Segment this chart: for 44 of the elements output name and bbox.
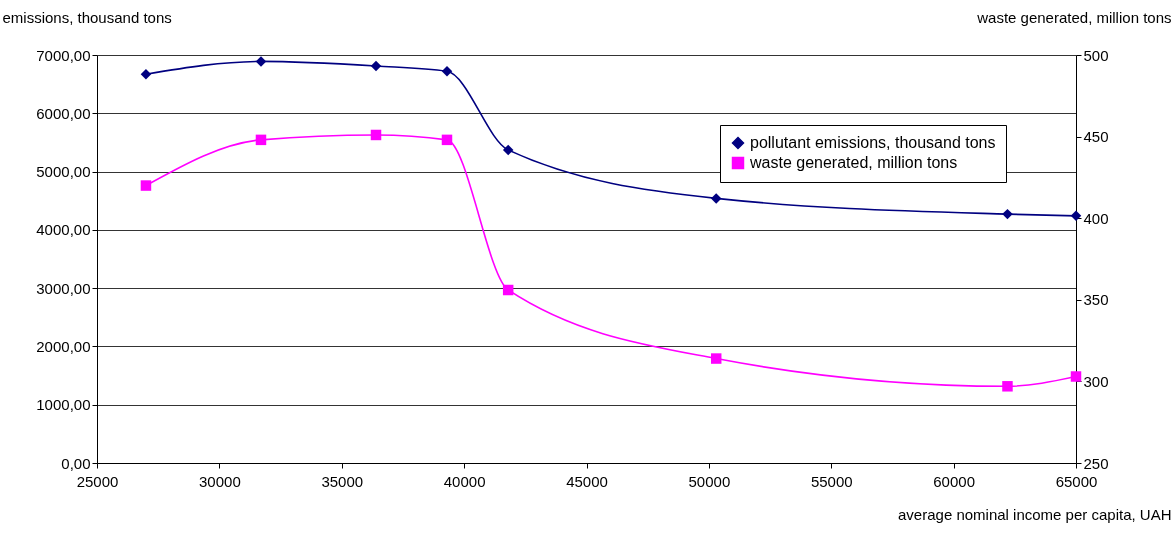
point (441, 134, 453, 146)
point (370, 60, 382, 72)
x-tick-label: 35000 (321, 472, 364, 490)
y-tick-label: 3000,00 (36, 279, 91, 297)
point (140, 180, 152, 191)
y-tick-label: 1000,00 (36, 396, 91, 414)
point (710, 193, 722, 204)
point (1002, 208, 1013, 220)
point (710, 353, 722, 364)
y-tick-label: 0,00 (61, 454, 91, 472)
y-tick-label: 6000,00 (36, 104, 91, 122)
point (255, 134, 267, 146)
x-tick-label: 25000 (76, 472, 119, 490)
point (441, 66, 453, 77)
legend-label: pollutant emissions, thousand tons (750, 134, 996, 151)
x-tick-label: 60000 (933, 472, 975, 490)
y-tick-label: 4000,00 (36, 221, 91, 239)
y-tick-label: 2000,00 (36, 337, 91, 355)
point (370, 129, 382, 141)
point (255, 56, 267, 67)
x-tick-label: 65000 (1055, 472, 1098, 490)
point (1002, 381, 1013, 392)
y2-axis-title: waste generated, million tons (976, 8, 1172, 26)
y2-tick-label: 250 (1083, 454, 1109, 472)
y2-tick-label: 500 (1083, 46, 1109, 64)
x-tick-label: 30000 (199, 472, 241, 490)
x-tick-label: 45000 (566, 472, 608, 490)
y2-tick-label: 400 (1083, 209, 1109, 227)
x-axis-title: average nominal income per capita, UAH (898, 505, 1172, 523)
point (502, 144, 514, 156)
x-tick-label: 55000 (810, 472, 853, 490)
y-axis-title: emissions, thousand tons (2, 8, 172, 26)
x-tick-label: 40000 (443, 472, 486, 490)
y2-tick-label: 300 (1083, 372, 1109, 390)
y2-tick-label: 350 (1083, 291, 1109, 309)
point (140, 68, 152, 80)
point (1070, 210, 1082, 222)
point (502, 284, 514, 296)
legend-label: waste generated, million tons (749, 154, 958, 171)
y-tick-label: 7000,00 (36, 46, 91, 64)
x-tick-label: 50000 (688, 472, 731, 490)
y2-tick-label: 450 (1083, 128, 1109, 146)
y-tick-label: 5000,00 (36, 163, 91, 181)
point (1070, 371, 1082, 382)
